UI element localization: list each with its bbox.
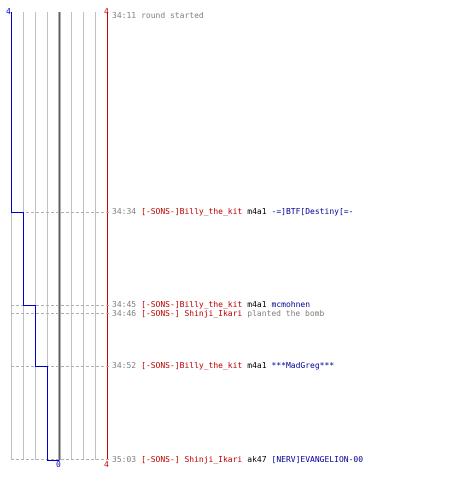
event-time: 34:52 <box>112 361 137 370</box>
event-killer: [-SONS-]Billy_the_kit <box>141 300 243 309</box>
event-victim: [NERV]EVANGELION-00 <box>271 455 364 464</box>
score-label-bottom-mid: 0 <box>56 460 61 469</box>
event-row-kill: 35:03 [-SONS-] Shinji_Ikari ak47 [NERV]EVAN… <box>112 455 368 465</box>
event-time: 35:03 <box>112 455 137 464</box>
event-time: 34:34 <box>112 207 137 216</box>
event-time: 34:45 <box>112 300 137 309</box>
event-weapon: ak47 <box>247 455 267 464</box>
event-victim: ***MadGreg*** <box>271 361 335 370</box>
event-text: round started <box>141 11 204 20</box>
event-weapon: m4a1 <box>247 361 267 370</box>
score-label-top-right: 4 <box>104 7 109 16</box>
score-label-bottom-right: 4 <box>104 460 109 469</box>
event-actor: [-SONS-] Shinji_Ikari <box>141 309 243 318</box>
blue-team-step-line <box>11 12 60 461</box>
event-row-round-start: 34:11 round started <box>112 11 209 21</box>
event-victim: mcmohnen <box>271 300 311 309</box>
event-row-kill: 34:45 [-SONS-]Billy_the_kit m4a1 mcmohnen <box>112 300 315 310</box>
score-label-top-left: 4 <box>6 7 11 16</box>
event-weapon: m4a1 <box>247 207 267 216</box>
event-row-kill: 34:34 [-SONS-]Billy_the_kit m4a1 -=]BTF[Des… <box>112 207 358 217</box>
grid-lines <box>11 12 96 460</box>
event-killer: [-SONS-]Billy_the_kit <box>141 361 243 370</box>
event-victim: -=]BTF[Destiny[=- <box>271 207 354 216</box>
event-time: 34:11 <box>112 11 137 20</box>
event-time: 34:46 <box>112 309 137 318</box>
event-killer: [-SONS-] Shinji_Ikari <box>141 455 243 464</box>
event-killer: [-SONS-]Billy_the_kit <box>141 207 243 216</box>
event-row-kill: 34:52 [-SONS-]Billy_the_kit m4a1 ***MadGreg… <box>112 361 339 371</box>
event-weapon: m4a1 <box>247 300 267 309</box>
event-row-bomb-plant: 34:46 [-SONS-] Shinji_Ikari planted the bo… <box>112 309 329 319</box>
event-text: planted the bomb <box>247 309 325 318</box>
